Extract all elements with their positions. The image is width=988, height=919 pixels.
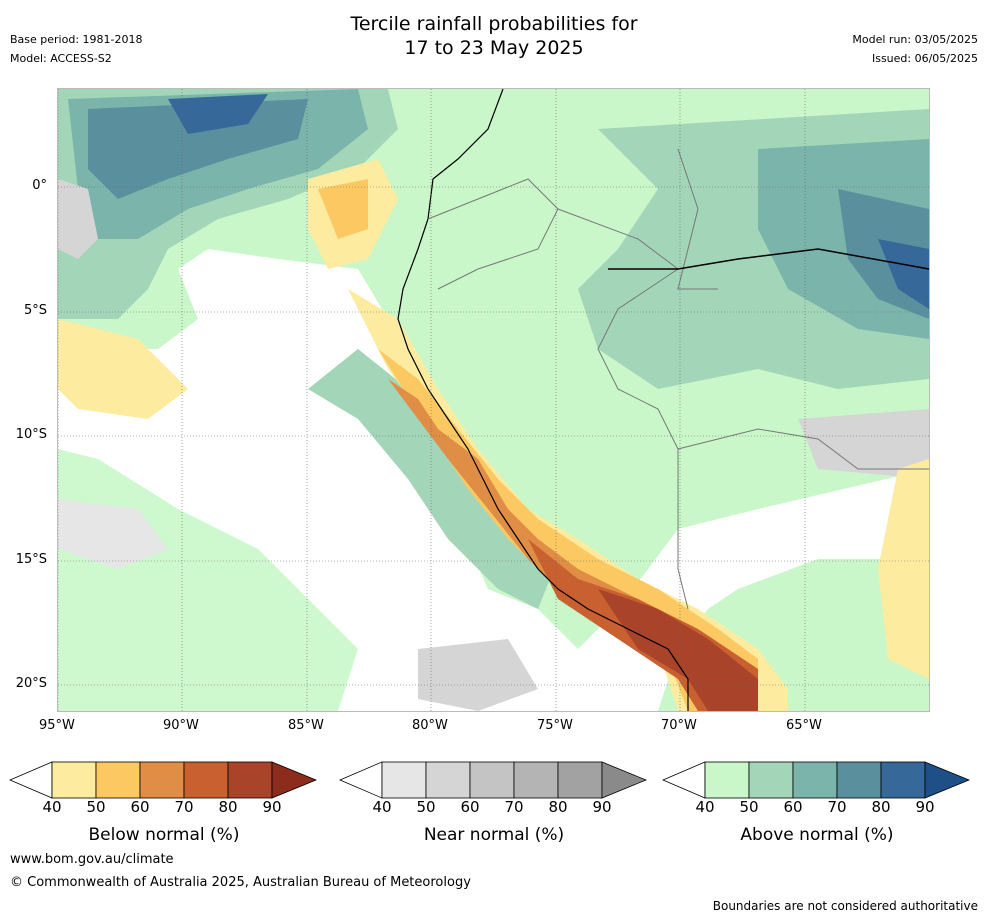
colorbar-tick-label: 70 — [174, 798, 194, 816]
country-border-2 — [557, 208, 689, 610]
colorbar-tick-label: 60 — [460, 798, 480, 816]
colorbar-segment — [425, 761, 471, 799]
colorbar-above-normal — [661, 761, 971, 799]
map-title: Tercile rainfall probabilities for 17 to… — [0, 12, 988, 60]
near-normal-patch-se — [798, 409, 929, 479]
above-normal-coast-band — [308, 349, 558, 609]
colorbar-tick-label: 40 — [42, 798, 62, 816]
below-normal-coastal-90 — [598, 589, 758, 711]
below-normal-west — [58, 319, 188, 419]
colorbar-tick-label: 40 — [372, 798, 392, 816]
colorbar-segment — [704, 761, 750, 799]
lat-label-15s: 15°S — [15, 552, 47, 567]
colorbar-segment — [836, 761, 882, 799]
lon-label-85w: 85°W — [288, 718, 324, 733]
below-normal-east — [878, 459, 929, 679]
lat-label-5s: 5°S — [23, 303, 47, 318]
near-normal-patch-sw — [58, 499, 168, 569]
graticule — [58, 89, 929, 711]
colorbar-segment — [227, 761, 273, 799]
lon-label-70w: 70°W — [661, 718, 697, 733]
lat-label-20s: 20°S — [15, 676, 47, 691]
colorbar-min-extend — [661, 761, 706, 799]
colorbar-max-extend — [924, 761, 971, 799]
model-text: Model: ACCESS-S2 — [10, 52, 112, 65]
rainfall-probability-map — [57, 88, 930, 712]
colorbar-near-normal — [338, 761, 648, 799]
issued-text: Issued: 06/05/2025 — [871, 52, 978, 65]
river — [608, 248, 929, 270]
colorbar-max-extend — [271, 761, 318, 799]
colorbar-segment — [381, 761, 427, 799]
title-line-1: Tercile rainfall probabilities for — [350, 13, 638, 35]
colorbar-tick-label: 40 — [695, 798, 715, 816]
model-run-text: Model run: 03/05/2025 — [852, 33, 978, 46]
colorbar-tick-label: 80 — [218, 798, 238, 816]
above-normal-region-90 — [168, 94, 268, 134]
copyright-text: © Commonwealth of Australia 2025, Austra… — [10, 875, 471, 890]
near-normal-patch-west — [58, 179, 98, 259]
colorbar-tick-label: 80 — [548, 798, 568, 816]
colorbar-near-ticks: 40 50 60 70 80 90 — [338, 798, 650, 820]
title-line-2: 17 to 23 May 2025 — [404, 37, 584, 59]
lat-label-10s: 10°S — [15, 427, 47, 442]
colorbar-tick-label: 50 — [416, 798, 436, 816]
legend-near-normal-label: Near normal (%) — [423, 825, 565, 845]
colorbar-tick-label: 80 — [871, 798, 891, 816]
colorbar-segment — [513, 761, 559, 799]
colorbar-min-extend — [8, 761, 53, 799]
below-normal-offshore-60 — [318, 179, 368, 239]
colorbar-tick-label: 90 — [592, 798, 612, 816]
coastline — [397, 89, 689, 711]
colorbar-segment — [880, 761, 926, 799]
above-normal-region-80 — [88, 99, 308, 199]
near-normal-patch-south — [418, 639, 538, 711]
colorbar-segment — [469, 761, 515, 799]
colorbar-segment — [139, 761, 185, 799]
website-link[interactable]: www.bom.gov.au/climate — [10, 852, 174, 867]
country-border-3 — [677, 428, 929, 470]
disclaimer-text: Boundaries are not considered authoritat… — [712, 899, 978, 913]
colorbar-tick-label: 90 — [262, 798, 282, 816]
colorbar-segment — [748, 761, 794, 799]
lon-label-80w: 80°W — [412, 718, 448, 733]
colorbar-tick-label: 90 — [915, 798, 935, 816]
colorbar-segment — [51, 761, 97, 799]
lon-label-75w: 75°W — [537, 718, 573, 733]
colorbar-tick-label: 70 — [504, 798, 524, 816]
colorbar-tick-label: 50 — [739, 798, 759, 816]
colorbar-below-ticks: 40 50 60 70 80 90 — [8, 798, 320, 820]
colorbar-segment — [95, 761, 141, 799]
colorbar-max-extend — [601, 761, 648, 799]
colorbar-tick-label: 70 — [827, 798, 847, 816]
colorbar-segment — [792, 761, 838, 799]
above-normal-east-90 — [878, 239, 929, 309]
lat-label-0: 0° — [32, 178, 47, 193]
colorbar-tick-label: 60 — [783, 798, 803, 816]
colorbar-above-ticks: 40 50 60 70 80 90 — [661, 798, 973, 820]
lon-label-95w: 95°W — [39, 718, 75, 733]
colorbar-segment — [183, 761, 229, 799]
lon-label-90w: 90°W — [163, 718, 199, 733]
base-period-text: Base period: 1981-2018 — [10, 33, 143, 46]
colorbar-below-normal — [8, 761, 318, 799]
legend-below-normal-label: Below normal (%) — [88, 825, 240, 845]
colorbar-segment — [557, 761, 603, 799]
legend-above-normal-label: Above normal (%) — [740, 825, 894, 845]
colorbar-min-extend — [338, 761, 383, 799]
country-border-4 — [677, 148, 718, 290]
colorbar-tick-label: 60 — [130, 798, 150, 816]
colorbar-tick-label: 50 — [86, 798, 106, 816]
lon-label-65w: 65°W — [786, 718, 822, 733]
